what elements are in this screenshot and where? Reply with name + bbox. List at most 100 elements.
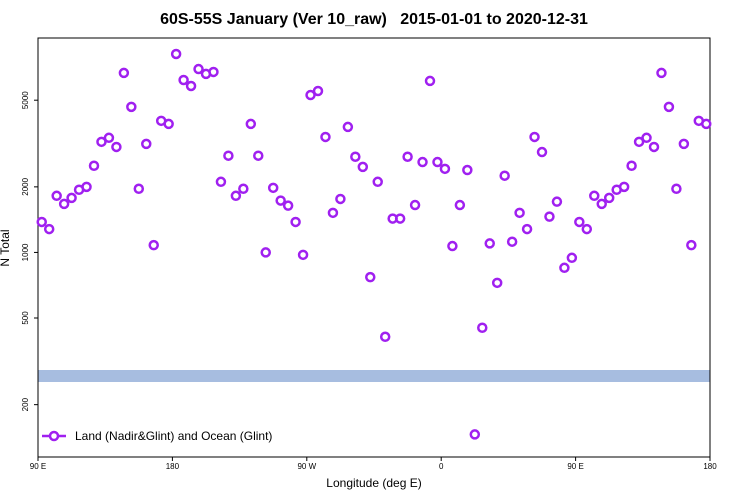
data-point (208, 66, 219, 78)
data-point (118, 67, 130, 79)
data-point (170, 48, 182, 60)
data-point (603, 192, 615, 204)
data-point (238, 183, 249, 195)
data-point (141, 138, 152, 150)
data-point (230, 190, 242, 202)
data-point (641, 132, 652, 144)
data-point (350, 151, 361, 162)
data-point (342, 121, 354, 133)
data-point (357, 161, 369, 173)
data-point (335, 193, 346, 205)
data-point (626, 160, 637, 172)
data-point (574, 216, 585, 228)
data-point (409, 199, 421, 211)
x-tick-label: 90 E (30, 462, 46, 471)
data-point (312, 85, 324, 97)
x-tick-label: 180 (703, 462, 717, 471)
data-point (253, 150, 264, 161)
data-point (327, 207, 339, 219)
data-point (58, 198, 70, 210)
data-point (469, 429, 481, 440)
y-tick-label: 1000 (21, 243, 30, 261)
data-point (88, 160, 100, 172)
data-point (514, 207, 525, 219)
data-point (559, 262, 570, 274)
data-point (43, 223, 55, 235)
data-point (282, 200, 294, 211)
data-point (544, 211, 555, 222)
data-point (506, 236, 518, 247)
data-point (81, 181, 92, 193)
data-point (379, 331, 391, 343)
data-point (290, 216, 301, 228)
data-point (521, 223, 533, 235)
data-point (417, 156, 428, 168)
data-point (671, 183, 682, 195)
legend-marker (48, 430, 60, 442)
data-point (66, 192, 77, 204)
data-point (305, 89, 316, 101)
data-point (701, 118, 712, 130)
data-point (648, 141, 660, 153)
x-tick-label: 90 E (567, 462, 583, 471)
data-point (439, 163, 451, 175)
x-tick-label: 0 (439, 462, 444, 471)
data-point (126, 101, 137, 113)
data-point (51, 190, 62, 202)
data-point (633, 136, 645, 148)
data-point (260, 247, 271, 258)
x-tick-label: 180 (166, 462, 180, 471)
x-tick-label: 90 W (297, 462, 316, 471)
data-point (566, 252, 578, 264)
data-point (581, 223, 593, 235)
data-point (148, 239, 159, 251)
y-tick-label: 500 (21, 311, 30, 325)
data-point (424, 75, 436, 87)
data-point (656, 67, 667, 79)
data-point (193, 63, 204, 75)
y-tick-label: 200 (21, 397, 30, 411)
x-axis-label: Longitude (deg E) (326, 476, 421, 490)
data-point (320, 131, 331, 143)
plot-frame (37, 37, 711, 458)
data-point (185, 80, 197, 92)
data-point (491, 277, 503, 289)
data-point (163, 118, 174, 130)
data-point (678, 138, 690, 150)
data-point (394, 213, 406, 224)
highlight-band (38, 370, 710, 382)
y-tick-label: 5000 (21, 91, 30, 109)
data-point (663, 101, 675, 113)
data-point (297, 249, 309, 261)
data-point (133, 183, 145, 195)
data-point (686, 239, 697, 251)
data-point (462, 164, 473, 176)
y-tick-label: 2000 (21, 177, 30, 195)
data-point (372, 176, 383, 188)
data-point (178, 74, 189, 86)
data-point (529, 131, 540, 143)
data-point (447, 240, 458, 252)
data-point (477, 322, 488, 333)
data-point (596, 198, 607, 210)
data-point (432, 156, 443, 168)
data-point (551, 196, 563, 207)
data-point (618, 181, 630, 193)
legend-label: Land (Nadir&Glint) and Ocean (Glint) (75, 429, 272, 443)
data-point (589, 190, 600, 202)
data-point (454, 199, 466, 211)
chart-title: 60S-55S January (Ver 10_raw) 2015-01-01 … (160, 11, 588, 28)
data-point (275, 195, 286, 206)
data-point (223, 150, 234, 161)
data-point (111, 141, 122, 153)
data-point (36, 216, 47, 228)
data-point (103, 132, 115, 144)
y-axis-label: N Total (0, 229, 12, 266)
data-point (365, 271, 376, 283)
data-point (484, 238, 495, 249)
data-point (267, 182, 279, 194)
data-point (499, 170, 510, 181)
data-point (536, 146, 548, 158)
